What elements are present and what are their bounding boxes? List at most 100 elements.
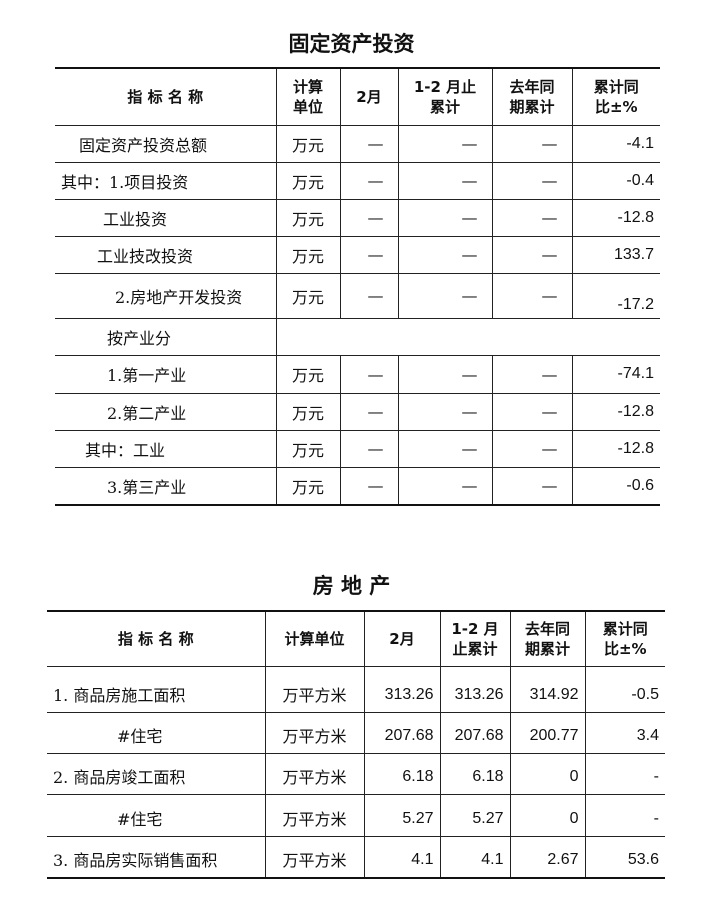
ytd-value: 313.26 — [439, 665, 511, 713]
table-row: 1.第一产业 万元 — — — -74.1 — [55, 354, 660, 394]
table-row: 其中：1.项目投资 万元 — — — -0.4 — [55, 161, 660, 200]
yoy-change: -0.5 — [584, 665, 665, 713]
ytd-value: — — [397, 354, 493, 394]
feb-value: — — [339, 392, 399, 431]
table-row: 按产业分 — [55, 317, 660, 356]
header-last-year-value: 去年同 期累计 — [491, 67, 573, 126]
yoy-change: 53.6 — [584, 835, 665, 879]
indicator-name: 按产业分 — [55, 317, 277, 356]
feb-value: — — [339, 235, 399, 274]
ytd-value: — — [397, 161, 493, 200]
last-year-value: 0 — [509, 752, 586, 795]
yoy-change: -17.2 — [571, 272, 660, 319]
indicator-name: 固定资产投资总额 — [55, 124, 277, 163]
ytd-value: — — [397, 198, 493, 237]
fixed-investment-table: 指 标 名 称计算 单位 2月 1-2 月止 累计 去年同 期累计 累计同 比±% 固定… — [55, 67, 660, 506]
header-yoy-change: 累计同 比±% — [571, 67, 660, 126]
last-year-value: — — [491, 354, 573, 394]
last-year-value: — — [491, 124, 573, 163]
indicator-name: 其中：工业 — [55, 429, 277, 468]
last-year-value: — — [491, 161, 573, 200]
feb-value: — — [339, 466, 399, 506]
yoy-change: - — [584, 752, 665, 795]
indicator-name: 2. 商品房竣工面积 — [47, 752, 266, 795]
yoy-change: -74.1 — [571, 354, 660, 394]
yoy-change: -0.6 — [571, 466, 660, 506]
yoy-change: 133.7 — [571, 235, 660, 274]
ytd-value: — — [397, 429, 493, 468]
table-row: 3. 商品房实际销售面积 万平方米 4.1 4.1 2.67 53.6 — [47, 835, 665, 879]
header-feb-value: 2月 — [363, 610, 441, 667]
last-year-value: — — [491, 198, 573, 237]
header-indicator-name: 指 标 名 称 — [47, 610, 266, 667]
table-row: 工业投资 万元 — — — -12.8 — [55, 198, 660, 237]
feb-value: — — [339, 124, 399, 163]
indicator-name: #住宅 — [47, 711, 266, 754]
ytd-value: — — [397, 235, 493, 274]
feb-value: — — [339, 272, 399, 319]
yoy-change: -12.8 — [571, 392, 660, 431]
table-row: 固定资产投资总额 万元 — — — -4.1 — [55, 124, 660, 163]
table-row: 2.房地产开发投资 万元 — — — -17.2 — [55, 272, 660, 319]
header-unit: 计算 单位 — [275, 67, 341, 126]
unit: 万元 — [275, 466, 341, 506]
table-row: #住宅 万平方米 5.27 5.27 0- — [47, 793, 665, 837]
feb-value: 207.68 — [363, 711, 441, 754]
table-row: 2. 商品房竣工面积 万平方米 6.18 6.18 0- — [47, 752, 665, 795]
table-row: 1. 商品房施工面积 万平方米 313.26 313.26 314.92 -0.5 — [47, 665, 665, 713]
unit: 万元 — [275, 354, 341, 394]
empty-cell — [275, 317, 660, 356]
unit: 万平方米 — [264, 665, 365, 713]
ytd-value: 207.68 — [439, 711, 511, 754]
indicator-name: 3. 商品房实际销售面积 — [47, 835, 266, 879]
unit: 万元 — [275, 392, 341, 431]
unit: 万元 — [275, 272, 341, 319]
unit: 万平方米 — [264, 711, 365, 754]
unit: 万元 — [275, 161, 341, 200]
indicator-name: 3.第三产业 — [55, 466, 277, 506]
last-year-value: — — [491, 235, 573, 274]
yoy-change: -0.4 — [571, 161, 660, 200]
indicator-name: 工业技改投资 — [55, 235, 277, 274]
ytd-value: 4.1 — [439, 835, 511, 879]
feb-value: — — [339, 161, 399, 200]
ytd-value: — — [397, 466, 493, 506]
table-row: 其中：工业 万元 — — — -12.8 — [55, 429, 660, 468]
last-year-value: 314.92 — [509, 665, 586, 713]
real-estate-table: 指 标 名 称计算单位 2月 1-2 月 止累计 去年同 期累计 累计同 比±% 1. … — [47, 610, 665, 879]
unit: 万元 — [275, 124, 341, 163]
table-row: 工业技改投资 万元 — — —133.7 — [55, 235, 660, 274]
indicator-name: 其中：1.项目投资 — [55, 161, 277, 200]
table-row: 2.第二产业 万元 — — — -12.8 — [55, 392, 660, 431]
header-yoy-change: 累计同 比±% — [584, 610, 665, 667]
last-year-value: 2.67 — [509, 835, 586, 879]
table-row: #住宅 万平方米 207.68 207.68 200.77 3.4 — [47, 711, 665, 754]
feb-value: 4.1 — [363, 835, 441, 879]
fixed-investment-title: 固定资产投资 — [288, 32, 415, 56]
unit: 万元 — [275, 198, 341, 237]
unit: 万元 — [275, 235, 341, 274]
header-last-year-value: 去年同 期累计 — [509, 610, 586, 667]
unit: 万平方米 — [264, 752, 365, 795]
feb-value: 313.26 — [363, 665, 441, 713]
indicator-name: #住宅 — [47, 793, 266, 837]
real-estate-title: 房 地 产 — [312, 574, 391, 598]
last-year-value: 0 — [509, 793, 586, 837]
last-year-value: — — [491, 466, 573, 506]
last-year-value: — — [491, 392, 573, 431]
ytd-value: — — [397, 392, 493, 431]
feb-value: 5.27 — [363, 793, 441, 837]
feb-value: — — [339, 354, 399, 394]
unit: 万元 — [275, 429, 341, 468]
yoy-change: -12.8 — [571, 429, 660, 468]
indicator-name: 2.房地产开发投资 — [55, 272, 277, 319]
header-ytd-value: 1-2 月 止累计 — [439, 610, 511, 667]
yoy-change: -12.8 — [571, 198, 660, 237]
indicator-name: 2.第二产业 — [55, 392, 277, 431]
feb-value: — — [339, 429, 399, 468]
yoy-change: 3.4 — [584, 711, 665, 754]
unit: 万平方米 — [264, 835, 365, 879]
header-feb-value: 2月 — [339, 67, 399, 126]
ytd-value: — — [397, 272, 493, 319]
unit: 万平方米 — [264, 793, 365, 837]
